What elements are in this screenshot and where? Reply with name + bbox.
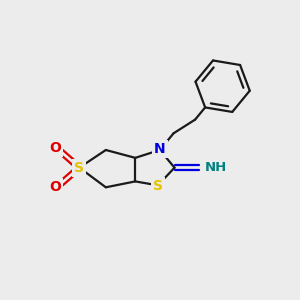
Text: O: O [49,141,61,155]
Text: S: S [153,179,163,193]
Text: O: O [49,180,61,194]
Text: NH: NH [205,161,227,174]
Text: N: N [154,142,166,156]
Text: S: S [74,161,84,175]
